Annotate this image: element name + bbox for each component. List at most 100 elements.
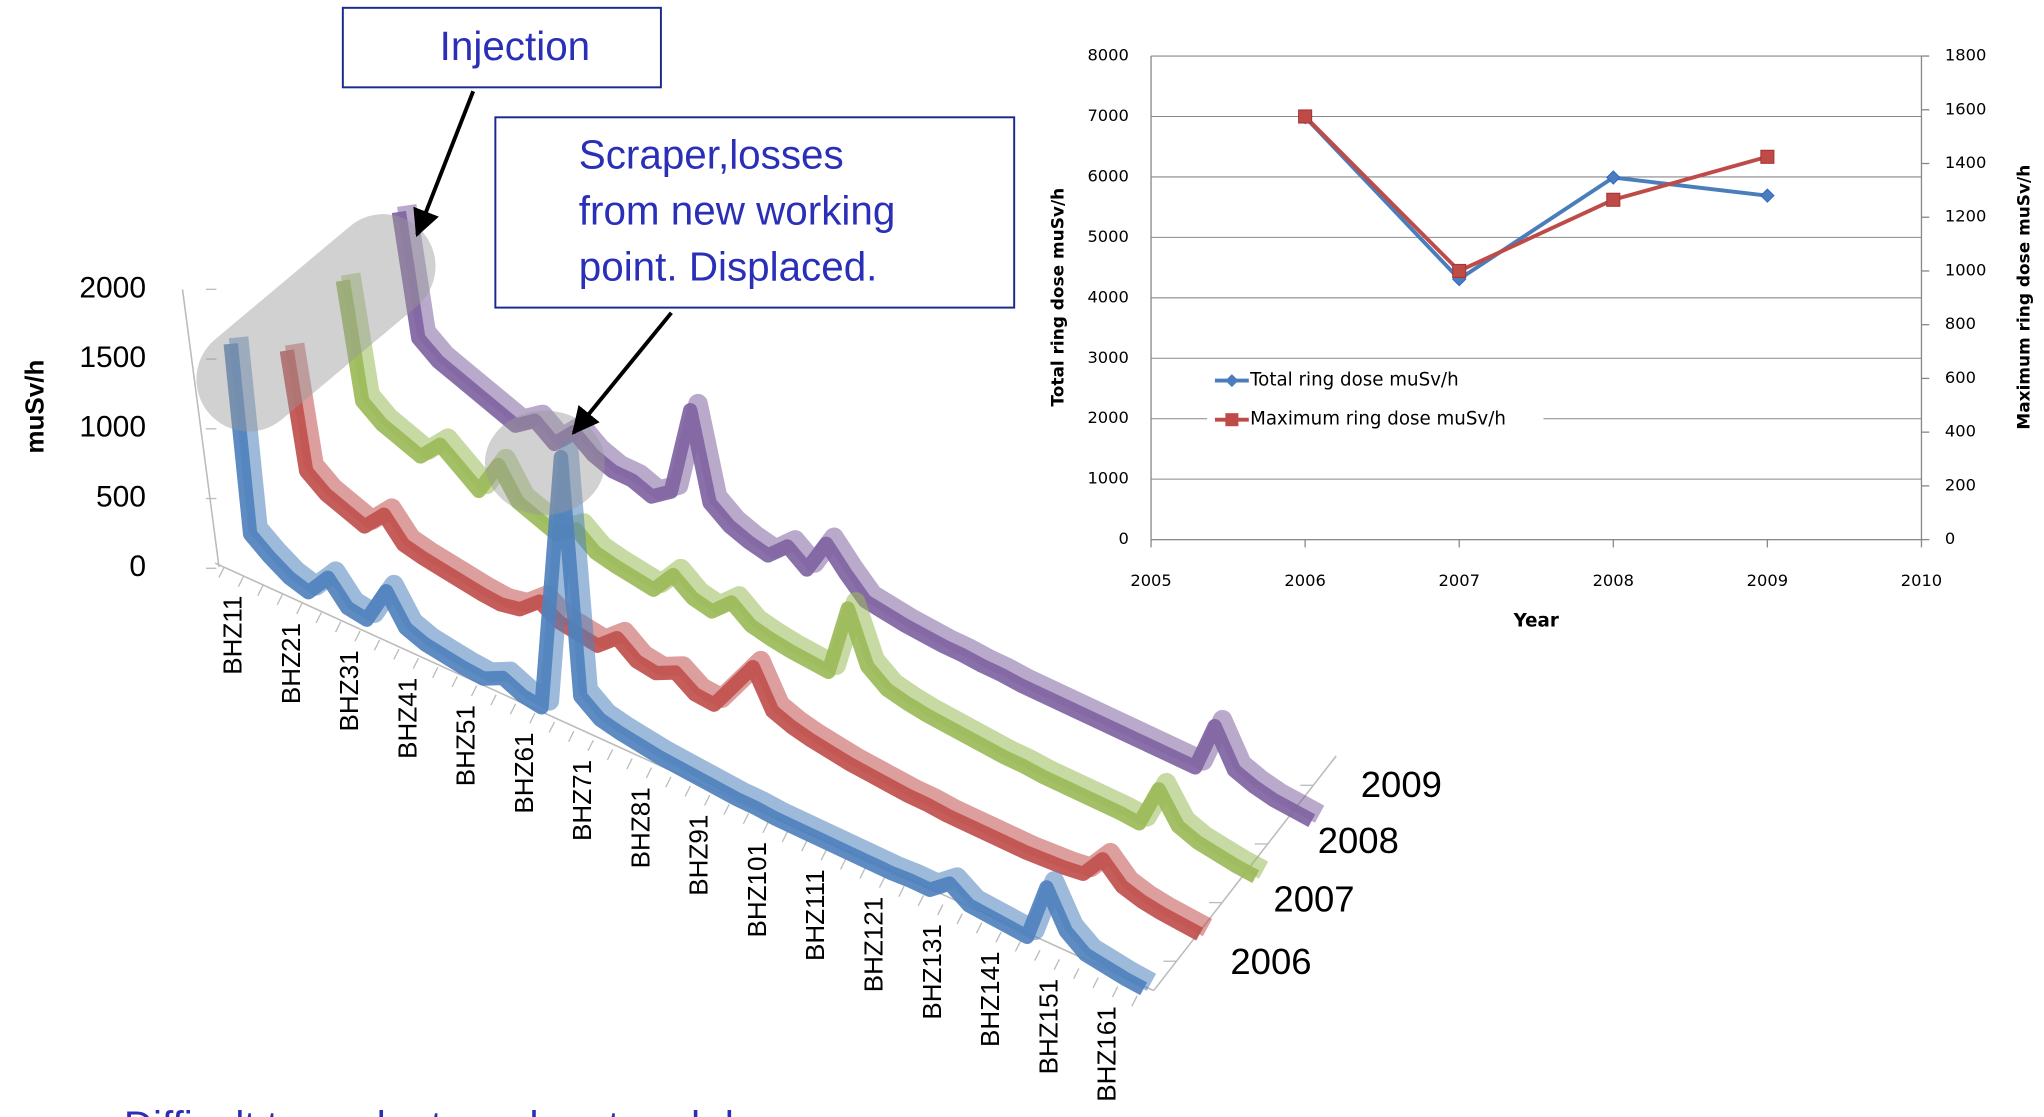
x-tick-label: BHZ151: [1033, 979, 1063, 1075]
x-tick: [548, 721, 555, 733]
y-tick-label: 4000: [1087, 287, 1128, 306]
x-tick: [1092, 977, 1099, 989]
x-tick: [568, 730, 575, 742]
highlight-oval: [484, 410, 605, 515]
annotations: Injection Scraper,losses from new workin…: [124, 6, 1016, 1117]
x-tick-label: 2007: [1438, 571, 1479, 590]
highlight-oval: [196, 214, 436, 432]
x-tick: [917, 895, 925, 907]
x-tick: [334, 621, 342, 633]
x-tick: [218, 566, 225, 578]
x-tick: [587, 740, 594, 752]
x-axis-label: Year: [1513, 611, 1559, 632]
x-tick: [470, 685, 478, 697]
y2-tick-label: 0: [1945, 529, 1955, 548]
x-tick-label: BHZ121: [858, 897, 888, 993]
y-tick-label: 1000: [79, 411, 146, 444]
x-tick: [937, 904, 944, 916]
x-tick-label: BHZ71: [567, 760, 597, 841]
x-tick: [1111, 986, 1119, 998]
x-tick-label: 2005: [1130, 571, 1171, 590]
x-tick: [898, 886, 905, 898]
x-tick: [801, 840, 808, 852]
y-tick-label: 1500: [79, 341, 146, 374]
legend-marker: [1225, 413, 1239, 427]
x-tick-label: BHZ101: [742, 842, 772, 938]
x-tick: [781, 831, 789, 843]
ribbon: [223, 343, 1148, 996]
marker: [1760, 149, 1775, 164]
x-tick: [606, 749, 614, 761]
x-tick: [393, 648, 400, 660]
x-tick-label: BHZ131: [917, 924, 947, 1020]
y2-tick-label: 200: [1945, 475, 1976, 494]
x-tick-label: BHZ51: [451, 705, 481, 786]
x-tick: [490, 694, 497, 706]
x-tick: [412, 657, 420, 669]
x-tick-label: 2006: [1284, 571, 1325, 590]
x-tick: [820, 849, 827, 861]
y2-tick-label: 400: [1945, 422, 1976, 441]
legend-label: 2007: [1273, 879, 1354, 920]
x-tick-label: BHZ11: [218, 596, 248, 675]
marker: [1298, 109, 1313, 124]
marker: [1452, 263, 1467, 278]
y-tick-label: 7000: [1087, 106, 1128, 125]
x-tick: [257, 584, 264, 596]
x-tick-label: 2009: [1747, 571, 1788, 590]
annotation-text: from new working: [579, 187, 896, 233]
y-tick-label: 5000: [1087, 227, 1128, 246]
x-tick: [237, 575, 245, 587]
x-tick-label: BHZ31: [334, 650, 364, 731]
y-tick-label: 8000: [1087, 46, 1128, 65]
y-axis: [181, 289, 220, 568]
marker: [1760, 188, 1775, 203]
y-tick-label: 1000: [1087, 469, 1128, 488]
x-tick: [626, 758, 633, 770]
footer-text: Difficult to evaluate a clear trend due: [124, 1102, 779, 1117]
series-line: [1303, 115, 1768, 274]
x-tick: [1034, 949, 1041, 961]
arrow: [571, 311, 673, 435]
x-tick: [373, 639, 381, 651]
x-tick: [956, 913, 963, 925]
x-tick: [703, 794, 711, 806]
x-tick-label: BHZ41: [392, 678, 422, 759]
x-tick: [451, 676, 458, 688]
x-tick: [975, 922, 983, 934]
y-tick-label: 3000: [1087, 348, 1128, 367]
x-tick: [684, 785, 691, 797]
annotation-text: Scraper,losses: [579, 131, 844, 177]
legend-label: 2008: [1318, 820, 1399, 861]
x-tick-label: BHZ141: [975, 951, 1005, 1047]
x-tick: [665, 776, 672, 788]
y2-axis-label: Maximum ring dose muSv/h: [2013, 165, 2033, 430]
y-axis-label: muSv/h: [19, 360, 49, 454]
x-tick: [509, 703, 517, 715]
annotation-box: [341, 6, 662, 89]
x-tick-label: BHZ161: [1092, 1006, 1122, 1102]
x-tick: [742, 813, 750, 825]
x-tick: [839, 858, 847, 870]
x-tick: [1073, 968, 1080, 980]
y2-tick-label: 800: [1945, 314, 1976, 333]
x-tick-label: BHZ61: [509, 733, 539, 814]
legend-box: [1207, 361, 1544, 437]
x-tick: [762, 822, 769, 834]
ribbon: [391, 210, 1316, 827]
x-tick: [296, 603, 303, 615]
legend-label: Total ring dose muSv/h: [1249, 370, 1459, 391]
x-tick: [315, 612, 322, 624]
x-tick: [1053, 958, 1060, 971]
y-tick-label: 2000: [1087, 408, 1128, 427]
x-tick-label: BHZ81: [625, 787, 655, 868]
x-tick-label: 2008: [1593, 571, 1634, 590]
ribbon: [279, 349, 1204, 941]
x-tick: [1131, 995, 1138, 1007]
y-tick-label: 6000: [1087, 166, 1128, 185]
y2-tick-label: 600: [1945, 368, 1976, 387]
ribbon-chart: 0 500 1000 1500 2000 muSv/h BHZ11 BHZ21 BHZ31 BHZ…: [19, 203, 1442, 1102]
y-axis-label: Total ring dose muSv/h: [1047, 188, 1067, 407]
annotation-box: [494, 116, 1016, 309]
